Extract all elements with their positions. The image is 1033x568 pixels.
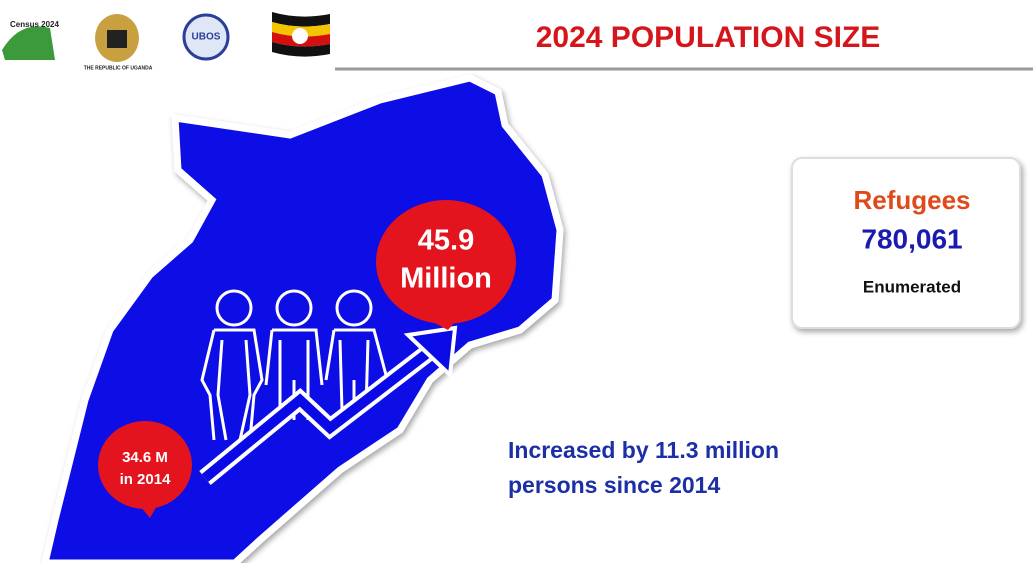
flag	[272, 12, 330, 57]
previous-value: 34.6 M	[122, 449, 168, 466]
current-unit: Million	[400, 263, 492, 295]
census-logo-text: Census 2024	[10, 20, 59, 29]
previous-year: in 2014	[120, 471, 172, 488]
previous-bubble: 34.6 M in 2014	[98, 421, 192, 518]
growth-line: persons since 2014	[508, 472, 720, 498]
refugees-value: 780,061	[861, 223, 962, 254]
republic-text: THE REPUBLIC OF UGANDA	[84, 65, 153, 71]
growth-arrow	[199, 325, 458, 485]
logos: Census 2024 THE REPUBLIC OF UGANDA UBOS	[2, 12, 330, 71]
refugees-label: Refugees	[853, 185, 970, 215]
current-bubble: 45.9 Million	[376, 200, 516, 330]
refugees-card: Refugees 780,061 Enumerated	[791, 157, 1021, 329]
current-value: 45.9	[418, 225, 474, 257]
growth-line: Increased by 11.3 million	[508, 437, 779, 463]
refugees-note: Enumerated	[863, 277, 961, 296]
coat-shield	[107, 30, 127, 48]
census-logo	[2, 26, 55, 61]
people-icon	[200, 289, 388, 441]
title: 2024 POPULATION SIZE	[536, 21, 881, 54]
ubos-text: UBOS	[192, 32, 221, 43]
ubos-logo	[182, 13, 230, 61]
